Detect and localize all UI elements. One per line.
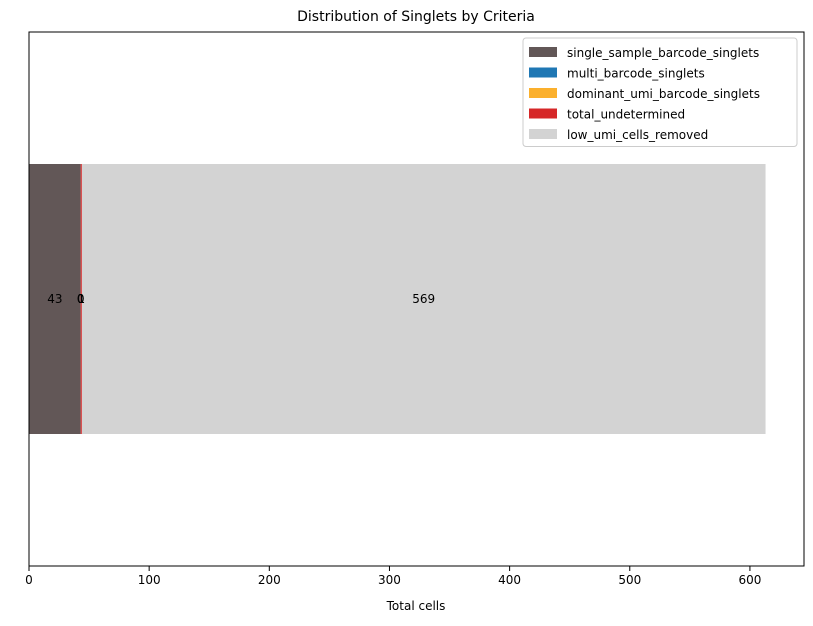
legend-swatch-total-undetermined [529,108,557,119]
legend-entry-multi-barcode-singlets: multi_barcode_singlets [567,67,705,81]
legend-box [522,37,798,147]
legend-swatch-multi-barcode-singlets [529,67,557,78]
legend-entry-dominant-umi-barcode-singlets: dominant_umi_barcode_singlets [567,87,760,101]
bar-single-sample-barcode-singlets [29,164,81,434]
legend-swatch-single-sample-barcode-singlets [529,47,557,57]
bar-label-total-undetermined: 1 [77,292,85,306]
x-tick-label: 500 [618,573,641,587]
x-tick-label: 0 [25,573,33,587]
plot-frame [28,31,805,567]
x-tick-label: 400 [498,573,521,587]
x-tick-label: 300 [378,573,401,587]
chart-title: Distribution of Singlets by Criteria [297,9,535,25]
legend: single_sample_barcode_singlets multi_barc… [522,37,798,147]
legend-entry-total-undetermined: total_undetermined [567,108,685,122]
bar-label-low-umi-cells-removed: 569 [412,292,435,306]
x-axis: 0 100 200 300 400 500 600 [25,566,761,587]
legend-swatch-low-umi-cells-removed [529,129,557,139]
x-tick-label: 100 [138,573,161,587]
legend-entry-single-sample-barcode-singlets: single_sample_barcode_singlets [567,46,759,60]
legend-entry-low-umi-cells-removed: low_umi_cells_removed [567,128,708,142]
bar-labels: 43 001 569 [47,292,435,306]
bar-label-dominant-umi-barcode-singlets: 0 [77,292,85,306]
x-tick-label: 600 [738,573,761,587]
legend-swatch-dominant-umi-barcode-singlets [529,88,557,98]
bar-low-umi-cells-removed [81,164,766,434]
bar-label-multi-barcode-singlets: 0 [77,292,85,306]
x-tick-label: 200 [258,573,281,587]
x-axis-label: Total cells [386,599,446,613]
bars [29,164,766,434]
bar-label-single-sample-barcode-singlets: 43 [47,292,62,306]
bar-total-undetermined [80,164,82,434]
